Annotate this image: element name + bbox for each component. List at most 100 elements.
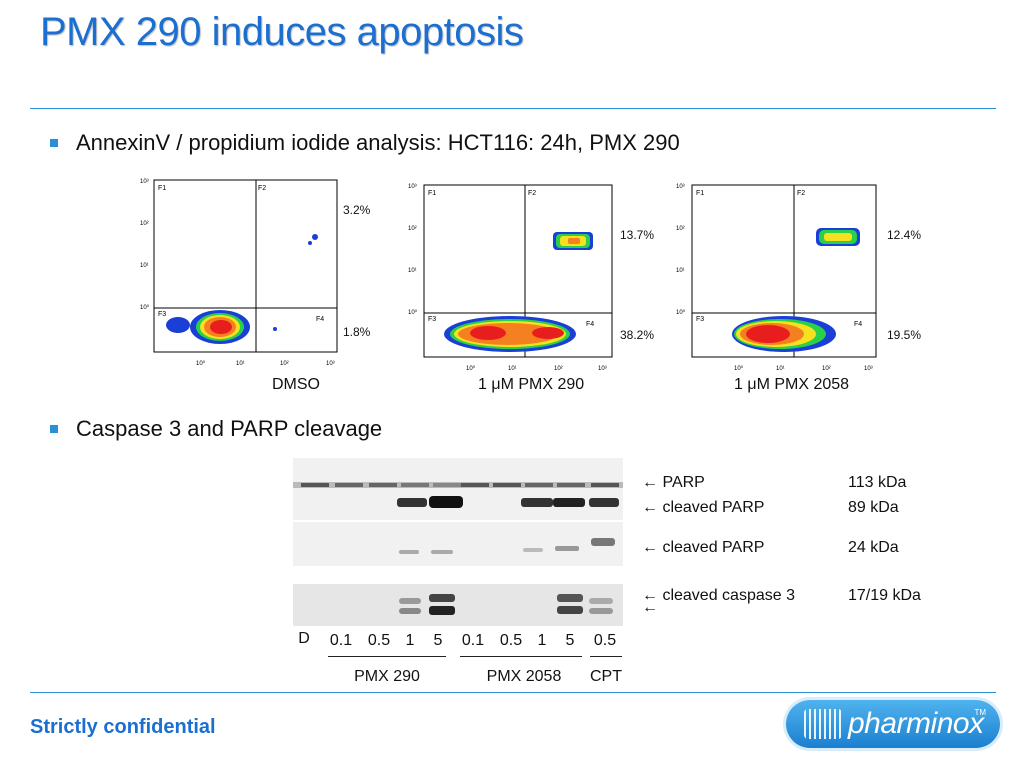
pmx2058-label: 1 μM PMX 2058	[734, 376, 850, 393]
band-caspase3-label: ← cleaved caspase 3	[642, 587, 795, 604]
svg-text:F3: F3	[158, 311, 166, 318]
flow-plot-dmso: F1 F2 F3 F4 10³ 10² 10¹ 10⁰ 10⁰ 10¹ 10² …	[140, 175, 340, 375]
dmso-lower-right-pct: 1.8%	[343, 325, 371, 339]
dmso-upper-right-pct: 3.2%	[343, 203, 371, 217]
bullet-square-icon	[50, 139, 58, 147]
svg-text:10⁰: 10⁰	[466, 365, 476, 372]
bullet-caspase-text: Caspase 3 and PARP cleavage	[76, 416, 383, 441]
svg-text:10²: 10²	[280, 361, 289, 367]
group-line-pmx290	[328, 656, 446, 657]
svg-text:10²: 10²	[140, 221, 149, 227]
band-cleaved-parp-89-label: ← cleaved PARP	[642, 499, 765, 516]
blot-cleaved-parp-24-graphic	[399, 538, 615, 554]
group-label-pmx290: PMX 290	[354, 668, 420, 685]
flow-plot-pmx290-graphic: F1 F2 F3 F4 10³ 10² 10¹ 10⁰ 10⁰ 10¹ 10² …	[408, 184, 613, 372]
svg-text:F4: F4	[316, 316, 324, 323]
lane-label: 5	[565, 632, 575, 649]
svg-text:F4: F4	[586, 321, 594, 328]
svg-text:10¹: 10¹	[140, 263, 149, 269]
svg-text:10¹: 10¹	[776, 366, 785, 372]
pmx290-upper-right-pct: 13.7%	[620, 228, 655, 242]
svg-text:F1: F1	[696, 190, 704, 197]
svg-text:10⁰: 10⁰	[140, 304, 150, 311]
flow-plot-pmx2058: F1 F2 F3 F4 10³ 10² 10¹ 10⁰ 10⁰ 10¹ 10² …	[676, 180, 881, 380]
logo-text: pharminox	[848, 707, 984, 740]
svg-text:10²: 10²	[554, 366, 563, 372]
lane-label: 1	[405, 632, 415, 649]
pmx2058-lower-right-pct: 19.5%	[887, 328, 922, 342]
svg-text:10⁰: 10⁰	[734, 365, 744, 372]
band-parp-label: ← PARP	[642, 474, 705, 491]
top-divider	[30, 108, 996, 109]
svg-text:10³: 10³	[326, 361, 335, 367]
group-label-cpt: CPT	[590, 668, 622, 685]
group-label-pmx2058: PMX 2058	[486, 668, 562, 685]
bullet-square-icon	[50, 425, 58, 433]
arrow-left-icon: ←	[642, 499, 658, 516]
svg-text:F1: F1	[158, 185, 166, 192]
bullet-annexin: AnnexinV / propidium iodide analysis: HC…	[50, 130, 680, 156]
svg-text:10²: 10²	[822, 366, 831, 372]
group-line-pmx2058	[460, 656, 582, 657]
logo-trademark: TM	[974, 708, 986, 717]
band-cleaved-parp-24-label: ← cleaved PARP	[642, 539, 765, 556]
svg-text:F1: F1	[428, 190, 436, 197]
svg-text:10³: 10³	[598, 366, 607, 372]
svg-text:10³: 10³	[864, 366, 873, 372]
bottom-divider	[30, 692, 996, 693]
svg-text:10²: 10²	[676, 226, 685, 232]
svg-text:F2: F2	[258, 185, 266, 192]
svg-text:F4: F4	[854, 321, 862, 328]
svg-text:F2: F2	[528, 190, 536, 197]
pharminox-logo: pharminox TM	[786, 700, 1000, 748]
svg-text:F3: F3	[696, 316, 704, 323]
svg-text:F2: F2	[797, 190, 805, 197]
svg-text:10⁰: 10⁰	[676, 309, 686, 316]
blot-caspase3	[293, 584, 623, 626]
band-caspase3-kda: 17/19 kDa	[848, 587, 921, 604]
svg-text:10⁰: 10⁰	[196, 360, 206, 367]
flow-plot-dmso-graphic: F1 F2 F3 F4 10³ 10² 10¹ 10⁰ 10⁰ 10¹ 10² …	[140, 179, 338, 367]
arrow-left-icon: ←	[642, 599, 658, 616]
lane-label: 0.5	[593, 632, 617, 649]
svg-text:10²: 10²	[408, 226, 417, 232]
svg-text:10⁰: 10⁰	[408, 309, 418, 316]
lane-label: 0.1	[461, 632, 485, 649]
lane-label: 0.5	[367, 632, 391, 649]
svg-text:10¹: 10¹	[236, 361, 245, 367]
svg-text:10¹: 10¹	[676, 268, 685, 274]
group-line-cpt	[590, 656, 622, 657]
flow-plot-pmx290: F1 F2 F3 F4 10³ 10² 10¹ 10⁰ 10⁰ 10¹ 10² …	[408, 180, 613, 380]
logo-stripes-icon	[804, 709, 842, 739]
blot-caspase3-graphic	[293, 584, 623, 626]
blot-parp	[293, 458, 623, 520]
lane-label: 5	[433, 632, 443, 649]
band-cleaved-parp-24-kda: 24 kDa	[848, 539, 899, 556]
band-cleaved-parp-89-kda: 89 kDa	[848, 499, 899, 516]
pmx290-label: 1 μM PMX 290	[478, 376, 585, 393]
pmx290-lower-right-pct: 38.2%	[620, 328, 655, 342]
band-parp-kda: 113 kDa	[848, 474, 907, 491]
lane-label: 0.5	[499, 632, 523, 649]
dmso-label: DMSO	[272, 376, 320, 393]
lane-label: D	[298, 630, 310, 647]
blot-cleaved-parp-24	[293, 522, 623, 566]
arrow-left-icon: ←	[642, 539, 658, 556]
bullet-caspase: Caspase 3 and PARP cleavage	[50, 416, 382, 442]
footer-confidential: Strictly confidential	[30, 716, 216, 738]
svg-text:10³: 10³	[676, 184, 685, 190]
flow-plot-pmx2058-graphic: F1 F2 F3 F4 10³ 10² 10¹ 10⁰ 10⁰ 10¹ 10² …	[676, 184, 877, 372]
svg-text:10¹: 10¹	[408, 268, 417, 274]
arrow-left-icon: ←	[642, 587, 658, 604]
blot-parp-graphic	[293, 482, 623, 508]
svg-text:10¹: 10¹	[508, 366, 517, 372]
slide-title: PMX 290 induces apoptosis	[40, 10, 524, 54]
svg-text:10³: 10³	[140, 179, 149, 185]
lane-label: 0.1	[329, 632, 353, 649]
bullet-annexin-text: AnnexinV / propidium iodide analysis: HC…	[76, 130, 680, 155]
arrow-left-icon: ←	[642, 474, 658, 491]
pmx2058-upper-right-pct: 12.4%	[887, 228, 922, 242]
svg-text:10³: 10³	[408, 184, 417, 190]
svg-text:F3: F3	[428, 316, 436, 323]
lane-label: 1	[537, 632, 547, 649]
